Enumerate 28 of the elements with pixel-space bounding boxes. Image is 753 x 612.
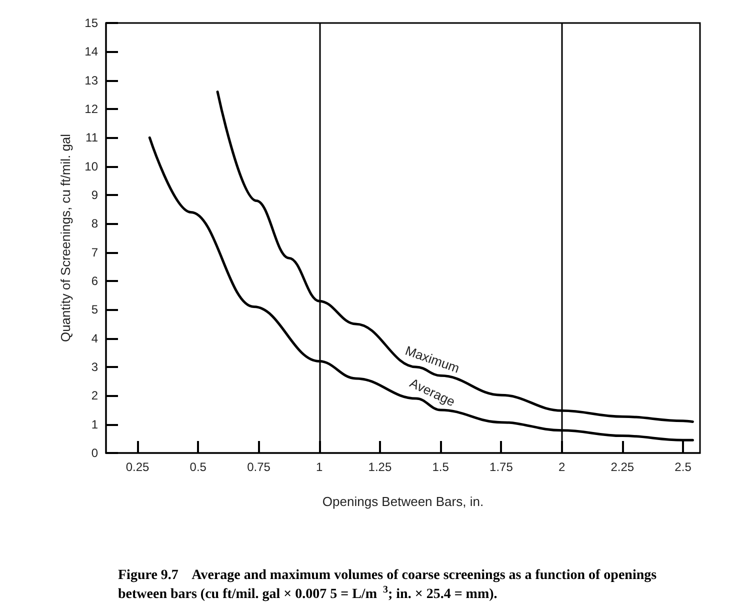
y-tick-label: 8 [91,216,98,231]
x-tick-label: 1.25 [368,460,392,474]
y-tick-label: 0 [91,446,98,460]
x-tick-label: 1.75 [490,460,514,474]
y-tick-label: 7 [91,245,98,260]
y-axis-title: Quantity of Screenings, cu ft/mil. gal [58,134,73,342]
y-tick-label: 12 [84,102,98,116]
x-tick-label: 2.25 [610,460,634,474]
y-tick-label: 2 [91,388,98,403]
x-tick-label: 2 [558,460,566,474]
y-tick-label: 5 [91,302,98,317]
x-tick-label: 0.25 [126,460,150,474]
x-axis-title: Openings Between Bars, in. [322,494,484,509]
x-tick-label: 0.5 [190,460,207,474]
y-tick-label: 14 [84,44,98,59]
y-tick-label: 1 [91,417,98,432]
y-tick-label: 3 [91,360,98,374]
y-tick-label: 11 [86,130,98,145]
y-tick-label: 4 [91,331,98,346]
x-tick-label: 2.5 [674,460,692,474]
y-tick-label: 13 [84,73,98,88]
x-tick-label: 1 [316,460,324,474]
y-tick-label: 10 [84,159,98,174]
x-tick-label: 0.75 [247,460,271,474]
y-tick-label: 6 [91,274,98,288]
x-tick-label: 1.5 [432,460,450,474]
y-tick-label: 15 [84,16,98,30]
y-tick-label: 9 [91,188,98,202]
